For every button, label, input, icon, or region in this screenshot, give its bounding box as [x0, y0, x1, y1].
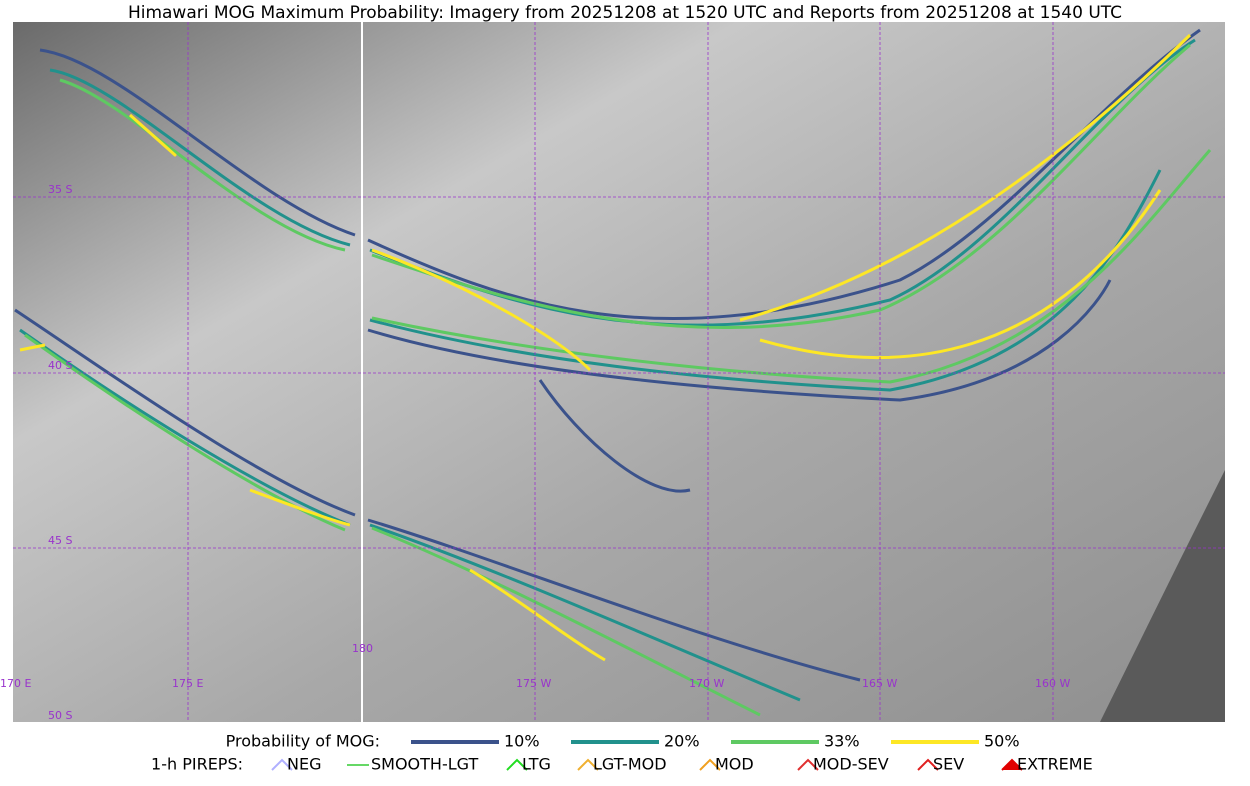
lat-label: 45 S	[48, 534, 72, 547]
lon-label: 175 W	[516, 677, 551, 690]
legend-entry: EXTREME	[1017, 755, 1093, 774]
contour-20	[19, 38, 1196, 702]
lon-label: 175 E	[172, 677, 203, 690]
lon-label: 165 W	[862, 677, 897, 690]
lat-label: 50 S	[48, 709, 72, 722]
lon-label: 160 W	[1035, 677, 1070, 690]
legend-swatch	[917, 758, 939, 771]
lon-label: 170 E	[0, 677, 31, 690]
legend-entry: LTG	[522, 755, 551, 774]
satellite-imagery	[13, 22, 1225, 722]
contour-50	[19, 33, 1192, 662]
lat-label: 35 S	[48, 183, 72, 196]
contours	[14, 28, 1212, 717]
legend-swatch	[577, 758, 599, 771]
graticule	[13, 22, 1225, 722]
legend-swatch	[699, 758, 721, 771]
no-data	[1100, 470, 1225, 722]
map: 35 S 40 S 45 S 50 S 170 E 175 E 180 175 …	[0, 22, 1225, 722]
legend-entry: LGT-MOD	[593, 755, 667, 774]
legend-entry: 50%	[984, 732, 1020, 751]
legend-label: 1-h PIREPS:	[151, 755, 243, 774]
contour-33	[24, 43, 1212, 717]
legend-entry: MOD-SEV	[813, 755, 889, 774]
lat-label: 40 S	[48, 359, 72, 372]
legend-swatch	[506, 758, 528, 771]
legend-entry: SMOOTH-LGT	[371, 755, 478, 774]
legend-entry: 20%	[664, 732, 700, 751]
title: Himawari MOG Maximum Probability: Imager…	[128, 3, 1122, 23]
legend-swatch	[797, 758, 819, 771]
legend-swatch	[1001, 758, 1023, 771]
lon-label: 170 W	[689, 677, 724, 690]
legend-label: Probability of MOG:	[226, 732, 380, 751]
legend-entry: SEV	[933, 755, 964, 774]
legend-entry: NEG	[287, 755, 321, 774]
lon-label: 180	[352, 642, 373, 655]
legend-entry: MOD	[715, 755, 754, 774]
legend-entry: 33%	[824, 732, 860, 751]
legend-swatch	[271, 758, 293, 771]
legend-entry: 10%	[504, 732, 540, 751]
